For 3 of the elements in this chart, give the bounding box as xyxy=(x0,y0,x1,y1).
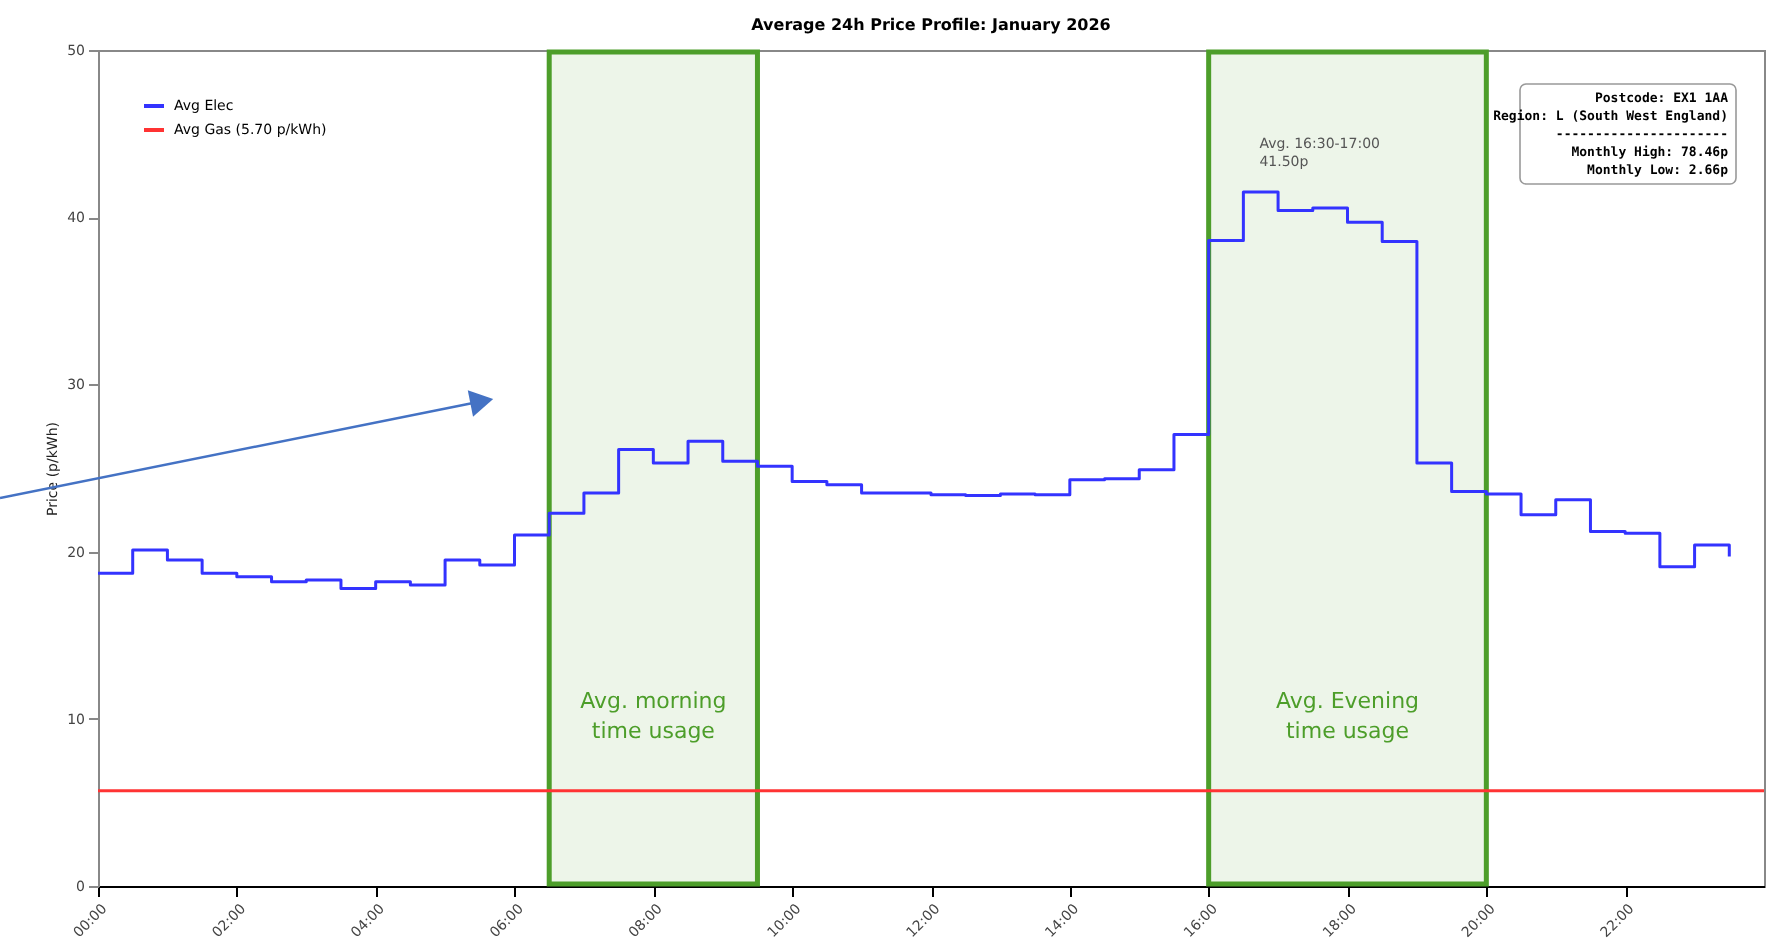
chart-title: Average 24h Price Profile: January 2026 xyxy=(751,16,1112,34)
band-label: Avg. morning time usage xyxy=(580,688,727,745)
band-label: Avg. Evening time usage xyxy=(1275,688,1420,745)
